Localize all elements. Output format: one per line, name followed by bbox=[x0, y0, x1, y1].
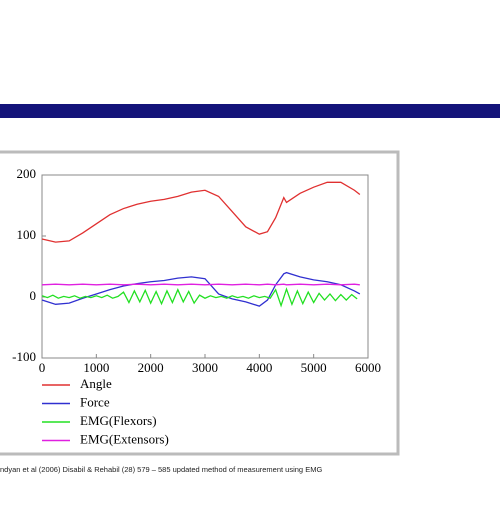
y-tick-label: 200 bbox=[17, 166, 37, 181]
series-line bbox=[41, 181, 361, 243]
x-tick-label: 5000 bbox=[301, 360, 327, 375]
y-tick-label: -100 bbox=[12, 349, 36, 364]
legend-label: Force bbox=[80, 394, 110, 409]
x-tick-label: 1000 bbox=[83, 360, 109, 375]
legend-label: EMG(Extensors) bbox=[80, 431, 169, 446]
x-tick-label: 4000 bbox=[246, 360, 272, 375]
legend-label: Angle bbox=[80, 376, 112, 391]
y-tick-label: 100 bbox=[17, 227, 37, 242]
series-line bbox=[41, 283, 360, 286]
series-line bbox=[41, 287, 358, 308]
series-line bbox=[41, 271, 361, 307]
caption: ndyan et al (2006) Disabil & Rehabil (28… bbox=[0, 465, 322, 474]
chart-frame bbox=[0, 150, 400, 456]
legend-label: EMG(Flexors) bbox=[80, 413, 157, 428]
x-tick-label: 6000 bbox=[355, 360, 381, 375]
header-band bbox=[0, 104, 500, 118]
x-tick-label: 3000 bbox=[192, 360, 218, 375]
y-tick-label: 0 bbox=[30, 288, 37, 303]
x-tick-label: 0 bbox=[39, 360, 46, 375]
x-tick-label: 2000 bbox=[138, 360, 164, 375]
